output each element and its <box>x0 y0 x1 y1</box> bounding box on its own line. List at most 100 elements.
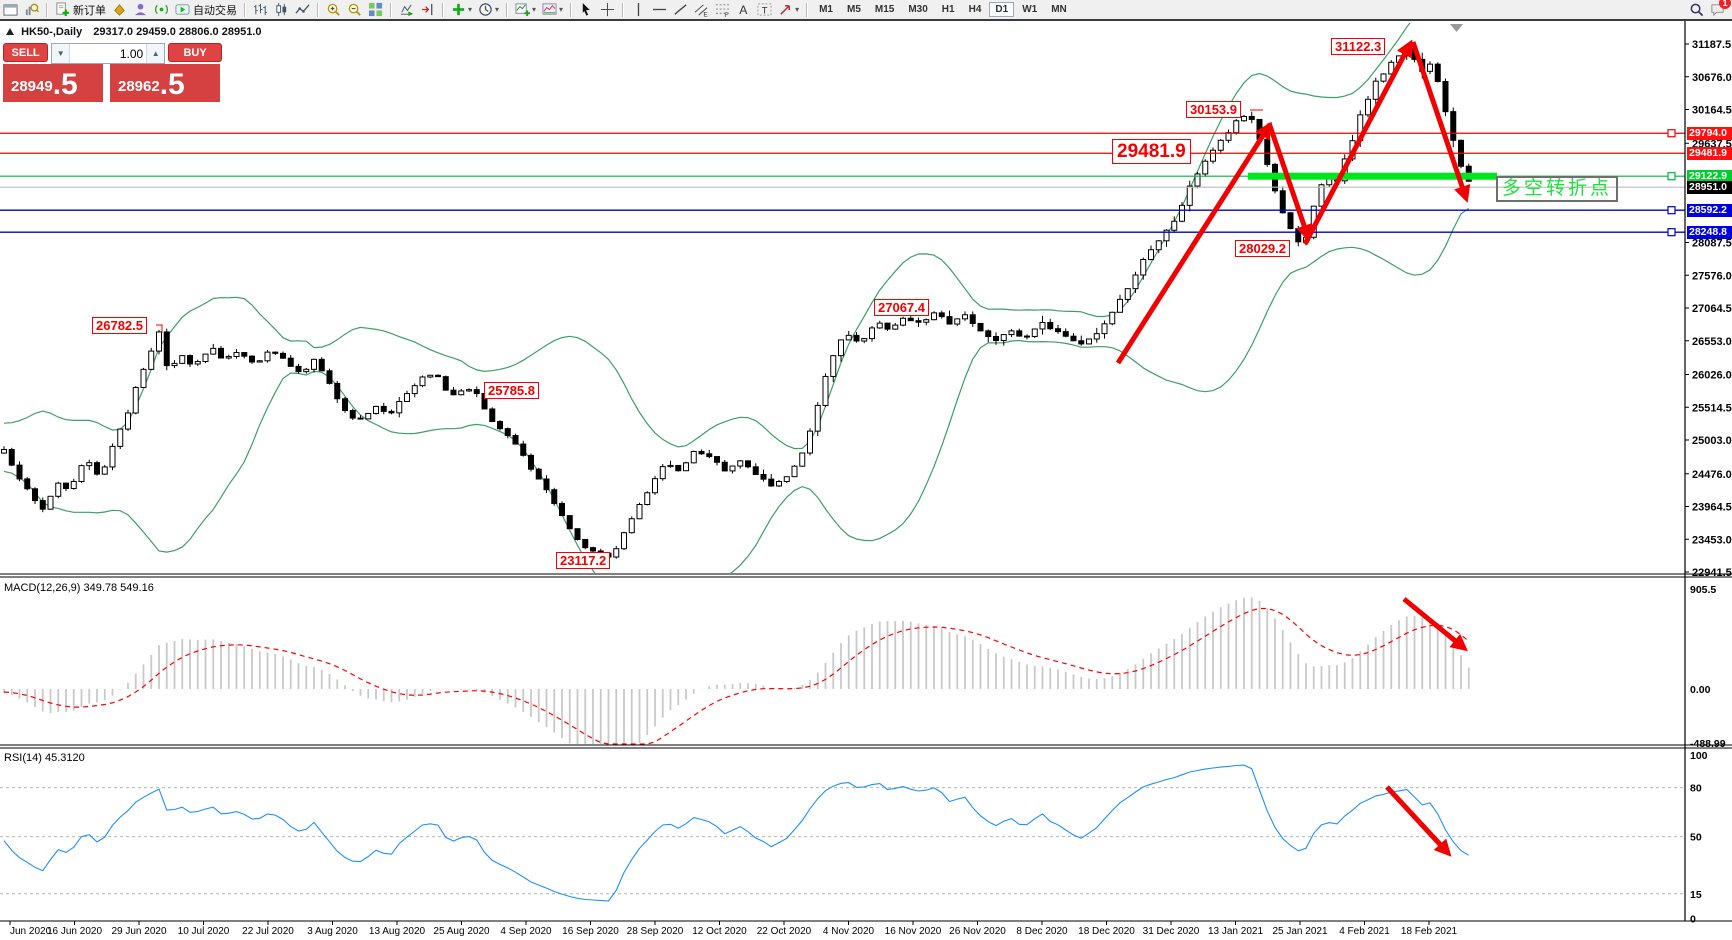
date-tick-label: 29 Jun 2020 <box>111 926 166 937</box>
autotrade-label: 自动交易 <box>193 4 237 17</box>
toolbar-button-text-a[interactable]: A <box>734 1 753 18</box>
toolbar-button-vline[interactable] <box>629 1 648 18</box>
toolbar-button-profile[interactable] <box>131 1 150 18</box>
date-tick-label: 22 Jul 2020 <box>242 926 294 937</box>
buy-price-main: 28962 <box>118 78 160 95</box>
date-tick-label: 3 Aug 2020 <box>307 926 358 937</box>
toolbar-button-market-watch[interactable] <box>22 1 41 18</box>
toolbar-button-chart-shift[interactable] <box>418 1 437 18</box>
toolbar-button-tile-windows[interactable] <box>366 1 385 18</box>
date-tick-label: 12 Oct 2020 <box>692 926 747 937</box>
chevron-down-icon: ▾ <box>532 5 537 14</box>
toolbar-button-line-chart[interactable] <box>293 1 312 18</box>
trend-arrow <box>1302 39 1413 246</box>
chevron-down-icon: ▾ <box>495 5 500 14</box>
toolbar-button-new-chart[interactable]: ▾ <box>513 1 538 18</box>
toolbar-button-autotrade[interactable]: 自动交易 <box>173 1 239 18</box>
price-tick-label: 26026.0 <box>1692 370 1732 382</box>
price-tick-label: 30676.0 <box>1692 72 1732 84</box>
search-icon <box>1689 2 1704 17</box>
buy-button[interactable]: BUY <box>168 43 222 62</box>
pivot-level-segment <box>1248 172 1497 180</box>
toolbar-button-clock[interactable]: ▾ <box>476 1 501 18</box>
timeframe-m1[interactable]: M1 <box>819 4 833 15</box>
timeframe-m15[interactable]: M15 <box>874 4 895 15</box>
volume-input[interactable] <box>70 44 147 63</box>
buy-price-box[interactable]: 28962 .5 <box>110 64 220 102</box>
toolbar-button-chart-profiles[interactable]: ▾ <box>540 1 565 18</box>
macd-tick-label: 905.5 <box>1690 584 1716 596</box>
timeframe-h1[interactable]: H1 <box>941 4 955 15</box>
date-tick-label: 13 Aug 2020 <box>369 926 426 937</box>
vline-icon <box>631 2 646 17</box>
timeframe-h4[interactable]: H4 <box>968 4 982 15</box>
timeframe-m5[interactable]: M5 <box>846 4 861 15</box>
styles-icon <box>112 2 127 17</box>
sell-price-box[interactable]: 28949 .5 <box>3 64 103 102</box>
toolbar-button-zoom-out[interactable] <box>345 1 364 18</box>
price-scale-tag: 28248.8 <box>1687 225 1732 239</box>
bollinger-lower-band <box>3 208 1470 573</box>
clock-icon <box>478 2 493 17</box>
toolbar-button-arrows-tool[interactable]: ▾ <box>776 1 801 18</box>
toolbar-button-new-order[interactable]: 新订单 <box>53 1 108 18</box>
date-tick-label: 10 Jul 2020 <box>178 926 230 937</box>
price-tick-label: 22941.5 <box>1692 567 1732 579</box>
main-toolbar: 新订单 自动交易 ▾ ▾ ▾ ▾ E F A T ▾ M1 M5 M15 M30 H1 H4 D1 W1 MN 1 <box>0 0 1732 20</box>
date-tick-label: 16 Jun 2020 <box>47 926 102 937</box>
toolbar-button-add-indicator[interactable]: ▾ <box>449 1 474 18</box>
trend-arrow <box>1115 121 1272 365</box>
macd-panel <box>3 597 1470 745</box>
add-indicator-icon <box>451 2 466 17</box>
toolbar-button-text-label[interactable]: T <box>755 1 774 18</box>
ohlc-values: 29317.0 29459.0 28806.0 28951.0 <box>93 26 262 38</box>
price-tick-label: 25003.0 <box>1692 435 1732 447</box>
notifications-button[interactable]: 1 <box>1708 0 1731 18</box>
toolbar-button-cursor[interactable] <box>577 1 596 18</box>
rsi-tick-label: 80 <box>1690 783 1702 795</box>
price-scale-tag: 28951.0 <box>1687 180 1732 194</box>
toolbar-separator <box>46 2 48 17</box>
zoom-in-icon <box>326 2 341 17</box>
symbol-marker-icon <box>6 28 14 35</box>
sell-button[interactable]: SELL <box>3 43 49 62</box>
price-tick-label: 30164.5 <box>1692 105 1732 117</box>
price-annotation: 26782.5 <box>92 317 147 334</box>
price-tick-label: 28087.5 <box>1692 238 1732 250</box>
search-button[interactable] <box>1687 1 1706 18</box>
line-chart-icon <box>295 2 310 17</box>
toolbar-button-chart-forward[interactable] <box>397 1 416 18</box>
chart-title: HK50-,Daily 29317.0 29459.0 28806.0 2895… <box>6 26 261 38</box>
alerts-icon <box>154 2 169 17</box>
toolbar-button-candle-chart[interactable] <box>272 1 291 18</box>
toolbar-button-crosshair[interactable] <box>598 1 617 18</box>
toolbar-button-hline[interactable] <box>650 1 669 18</box>
chart-profiles-icon <box>542 2 557 17</box>
toolbar-button-trendline[interactable] <box>671 1 690 18</box>
svg-text:E: E <box>703 12 708 17</box>
price-tick-label: 26553.0 <box>1692 336 1732 348</box>
toolbar-button-fibonacci[interactable]: F <box>713 1 732 18</box>
volume-increase-button[interactable]: ▲ <box>146 44 165 63</box>
rsi-tick-label: 15 <box>1690 889 1702 901</box>
toolbar-button-channel[interactable]: E <box>692 1 711 18</box>
timeframe-d1[interactable]: D1 <box>989 2 1015 17</box>
price-tick-label: 24476.0 <box>1692 469 1732 481</box>
date-tick-label: 31 Dec 2020 <box>1143 926 1200 937</box>
svg-text:A: A <box>739 3 748 17</box>
timeframe-m30[interactable]: M30 <box>908 4 928 15</box>
sell-price-main: 28949 <box>11 78 53 95</box>
date-tick-label: 4 Sep 2020 <box>500 926 552 937</box>
one-click-trading-panel: SELL ▼ ▲ BUY 28949 .5 28962 .5 <box>3 43 222 102</box>
toolbar-button-bar-chart[interactable] <box>251 1 270 18</box>
toolbar-button-window[interactable] <box>1 1 20 18</box>
timeframe-w1[interactable]: W1 <box>1022 4 1038 15</box>
timeframe-mn[interactable]: MN <box>1051 4 1067 15</box>
profile-icon <box>133 2 148 17</box>
toolbar-button-alerts[interactable] <box>152 1 171 18</box>
toolbar-button-styles[interactable] <box>110 1 129 18</box>
volume-decrease-button[interactable]: ▼ <box>52 44 71 63</box>
toolbar-button-zoom-in[interactable] <box>324 1 343 18</box>
toolbar-separator <box>506 2 509 17</box>
